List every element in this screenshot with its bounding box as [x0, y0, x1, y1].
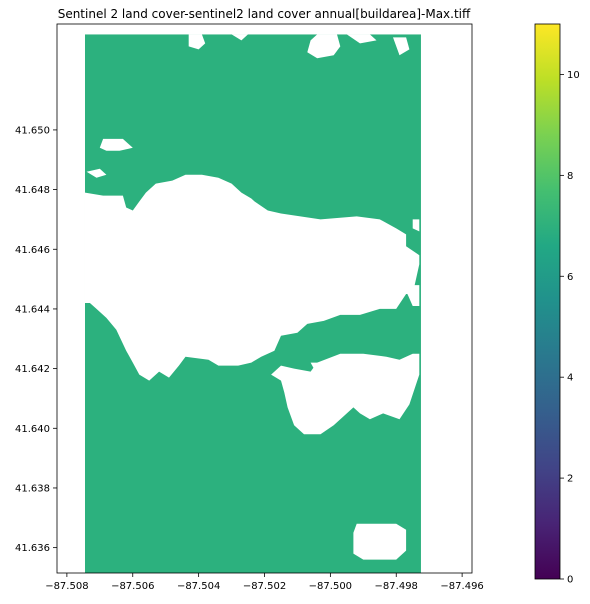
y-tick-label: 41.646	[15, 245, 50, 256]
nodata-region	[86, 168, 107, 178]
y-tick-label: 41.644	[15, 304, 50, 315]
nodata-regions	[85, 34, 420, 560]
x-tick-label: −87.502	[243, 581, 286, 592]
nodata-region	[346, 34, 377, 44]
colorbar-ticks: 0 2 4 6 8 10	[560, 70, 580, 586]
nodata-region	[353, 523, 407, 560]
chart-title: Sentinel 2 land cover-sentinel2 land cov…	[58, 7, 471, 21]
x-tick-label: −87.508	[45, 581, 88, 592]
x-tick-label: −87.506	[111, 581, 154, 592]
colorbar-tick-label: 10	[567, 70, 580, 81]
colorbar-gradient	[534, 23, 561, 580]
nodata-region	[393, 37, 410, 56]
nodata-region	[313, 294, 387, 309]
colorbar-tick-label: 4	[567, 373, 573, 384]
nodata-region	[406, 285, 420, 306]
y-axis: 41.636 41.638 41.640 41.642 41.644 41.646 41.6…	[15, 125, 57, 554]
y-tick-label: 41.638	[15, 483, 50, 494]
colorbar-tick-label: 2	[567, 474, 573, 485]
y-tick-label: 41.636	[15, 543, 50, 554]
nodata-region	[412, 219, 420, 232]
nodata-region	[231, 34, 248, 41]
x-tick-label: −87.504	[177, 581, 220, 592]
nodata-region	[85, 174, 420, 381]
nodata-region	[188, 34, 206, 50]
nodata-region	[99, 138, 133, 151]
x-tick-label: −87.500	[309, 581, 352, 592]
plot-area	[56, 23, 473, 574]
nodata-region	[307, 34, 341, 59]
y-tick-label: 41.642	[15, 364, 50, 375]
nodata-region	[271, 353, 420, 435]
x-axis: −87.508 −87.506 −87.504 −87.502 −87.500 −87.4…	[45, 573, 484, 592]
colorbar-tick-label: 0	[567, 575, 573, 586]
colorbar: 0 2 4 6 8 10	[534, 23, 580, 586]
y-tick-label: 41.640	[15, 424, 50, 435]
nodata-region	[310, 362, 324, 369]
x-tick-label: −87.496	[440, 581, 483, 592]
colorbar-tick-label: 6	[567, 272, 573, 283]
y-tick-label: 41.650	[15, 125, 50, 136]
x-tick-label: −87.498	[375, 581, 418, 592]
colorbar-tick-label: 8	[567, 171, 573, 182]
y-tick-label: 41.648	[15, 185, 50, 196]
